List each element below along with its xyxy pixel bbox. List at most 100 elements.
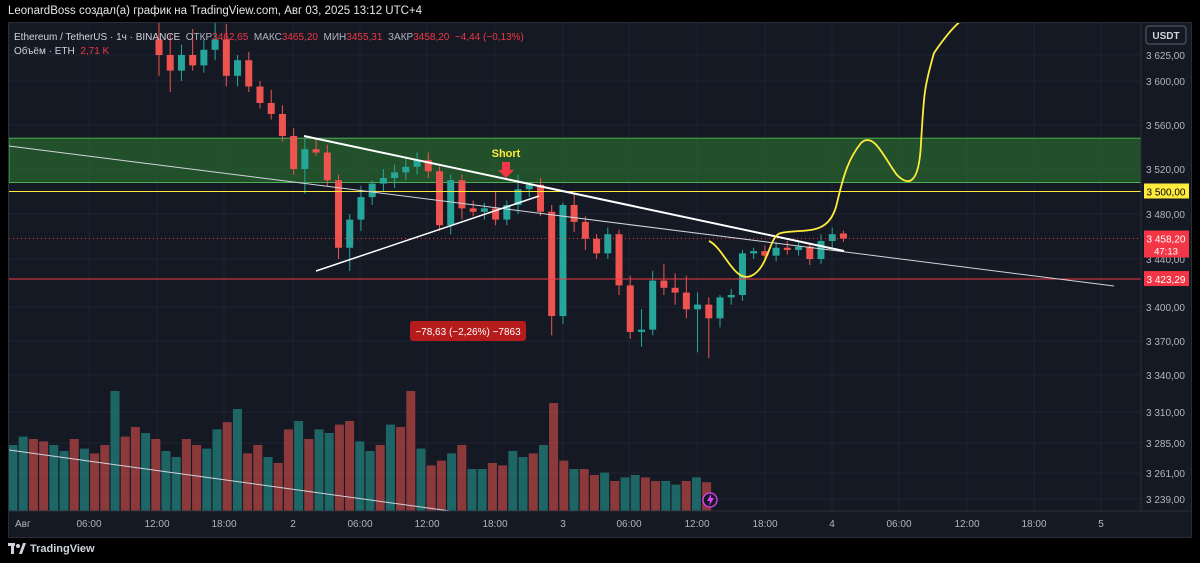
volume-bar xyxy=(436,460,446,511)
candle-body[interactable] xyxy=(705,304,713,319)
candle-body[interactable] xyxy=(323,152,331,181)
candle-body[interactable] xyxy=(649,280,657,330)
candle-body[interactable] xyxy=(828,234,836,241)
candle-body[interactable] xyxy=(290,136,298,169)
candle-body[interactable] xyxy=(245,60,253,87)
time-tick-label: 18:00 xyxy=(1021,519,1046,530)
candle-body[interactable] xyxy=(626,285,634,332)
volume-trendline[interactable] xyxy=(9,449,480,516)
candle-body[interactable] xyxy=(772,247,780,256)
candle-body[interactable] xyxy=(637,329,645,332)
supply-zone-rect[interactable] xyxy=(9,137,1147,183)
price-tick-label: 3 261,00 xyxy=(1146,469,1185,480)
candle-body[interactable] xyxy=(604,234,612,254)
candle-body[interactable] xyxy=(727,295,735,298)
candle-body[interactable] xyxy=(234,60,242,76)
candle-body[interactable] xyxy=(817,241,825,259)
candle-body[interactable] xyxy=(671,287,679,293)
descending-trendline[interactable] xyxy=(303,135,845,252)
legend-symbol[interactable]: Ethereum / TetherUS · 1ч · BINANCE xyxy=(14,32,181,43)
price-tick-label: 3 560,00 xyxy=(1146,121,1185,132)
candle-body[interactable] xyxy=(379,178,387,184)
volume-bar xyxy=(243,453,253,511)
level-3423-label: 3 423,29 xyxy=(1147,275,1186,286)
candle-body[interactable] xyxy=(278,114,286,136)
candle-body[interactable] xyxy=(301,149,309,169)
candle-body[interactable] xyxy=(222,39,230,76)
ascending-trendline[interactable] xyxy=(315,195,540,272)
candle-body[interactable] xyxy=(480,208,488,212)
candle-body[interactable] xyxy=(761,251,769,256)
candle-body[interactable] xyxy=(346,219,354,248)
candle-body[interactable] xyxy=(738,253,746,295)
candle-body[interactable] xyxy=(312,149,320,153)
candle-body[interactable] xyxy=(189,55,197,66)
candle-body[interactable] xyxy=(514,189,522,205)
candle-body[interactable] xyxy=(492,208,500,220)
candle-body[interactable] xyxy=(750,251,758,254)
candle-body[interactable] xyxy=(166,55,174,71)
candle-body[interactable] xyxy=(469,208,477,212)
volume-bar xyxy=(487,463,497,511)
volume-bar xyxy=(416,448,426,511)
candle-body[interactable] xyxy=(536,184,544,212)
candle-body[interactable] xyxy=(256,86,264,104)
candle-body[interactable] xyxy=(795,246,803,250)
volume-bar xyxy=(222,422,232,511)
volume-bar xyxy=(110,391,120,511)
candle-body[interactable] xyxy=(593,238,601,254)
candle-body[interactable] xyxy=(436,171,443,226)
candle-body[interactable] xyxy=(839,233,847,239)
time-tick-label: 06:00 xyxy=(886,519,911,530)
tradingview-brand[interactable]: TradingView xyxy=(8,543,95,555)
candle-body[interactable] xyxy=(211,39,219,50)
projection-path[interactable] xyxy=(708,23,969,278)
candle-body[interactable] xyxy=(682,292,690,310)
measure-tooltip-text: −78,63 (−2,26%) −7863 xyxy=(415,327,521,338)
candle-body[interactable] xyxy=(335,180,343,248)
volume-bar xyxy=(569,469,579,511)
countdown-label: 47:13 xyxy=(1154,247,1178,258)
price-chart[interactable]: Short −78,63 (−2,26%) −7863 USDT 3 625,00 3… xyxy=(9,23,1192,538)
candle-body[interactable] xyxy=(660,280,668,288)
measure-tooltip: −78,63 (−2,26%) −7863 xyxy=(410,321,526,341)
candle-body[interactable] xyxy=(357,197,365,220)
candle-body[interactable] xyxy=(559,205,567,317)
candle-body[interactable] xyxy=(177,55,185,71)
candle-body[interactable] xyxy=(267,103,275,114)
candle-body[interactable] xyxy=(458,180,466,209)
volume-bar xyxy=(283,429,293,511)
long-trendline[interactable] xyxy=(9,145,1115,287)
candle-body[interactable] xyxy=(806,246,814,259)
candle-body[interactable] xyxy=(424,160,432,172)
candle-body[interactable] xyxy=(570,205,578,222)
candle-body[interactable] xyxy=(503,205,511,220)
short-label: Short xyxy=(492,148,521,160)
candle-body[interactable] xyxy=(525,184,533,190)
currency-badge[interactable] xyxy=(1145,25,1187,45)
candle-body[interactable] xyxy=(155,39,163,55)
candle-body[interactable] xyxy=(615,234,623,286)
candle-body[interactable] xyxy=(694,304,702,310)
candle-body[interactable] xyxy=(447,180,455,226)
legend-volume-row: Объём · ETH 2,71 K xyxy=(14,45,524,59)
price-tick-label: 3 310,00 xyxy=(1146,408,1185,419)
candle-body[interactable] xyxy=(716,297,724,319)
candle-body[interactable] xyxy=(368,183,376,198)
legend-open: 3462,65 xyxy=(212,32,249,43)
candle-body[interactable] xyxy=(413,160,421,167)
candle-body[interactable] xyxy=(391,172,399,178)
candle-body[interactable] xyxy=(581,221,589,239)
last-price-badge xyxy=(1144,230,1189,258)
tradingview-logo-icon xyxy=(8,543,26,554)
level-3500-label: 3 500,00 xyxy=(1147,188,1186,199)
candle-body[interactable] xyxy=(783,247,791,250)
candle-body[interactable] xyxy=(548,211,556,317)
chart-panel[interactable]: Short −78,63 (−2,26%) −7863 USDT 3 625,00 3… xyxy=(8,22,1192,538)
candle-body[interactable] xyxy=(200,49,208,66)
legend-volume-label[interactable]: Объём · ETH xyxy=(14,46,75,57)
candle-body[interactable] xyxy=(402,166,410,173)
lightning-bolt-icon xyxy=(707,494,714,506)
volume-bar xyxy=(365,451,375,511)
price-tick-label: 3 625,00 xyxy=(1146,51,1185,62)
